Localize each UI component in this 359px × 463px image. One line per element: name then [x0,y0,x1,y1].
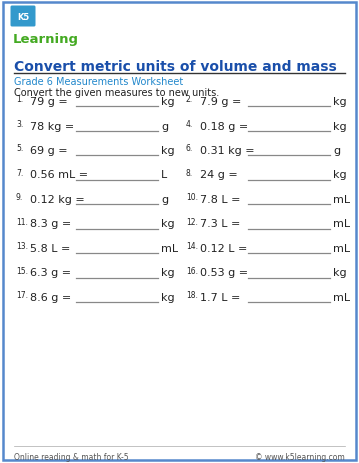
Text: 6.3 g =: 6.3 g = [30,268,71,278]
Text: 15.: 15. [16,266,28,275]
Text: mL: mL [333,194,350,205]
Text: 8.3 g =: 8.3 g = [30,219,71,229]
Text: mL: mL [333,244,350,253]
Text: Online reading & math for K-5: Online reading & math for K-5 [14,452,129,461]
Text: g: g [333,146,340,156]
Text: 1.7 L =: 1.7 L = [200,292,241,302]
FancyBboxPatch shape [3,3,356,460]
Text: 7.3 L =: 7.3 L = [200,219,241,229]
FancyBboxPatch shape [10,6,36,27]
Text: 5.8 L =: 5.8 L = [30,244,70,253]
Text: © www.k5learning.com: © www.k5learning.com [255,452,345,461]
Text: 13.: 13. [16,242,28,251]
Text: 8.: 8. [186,169,193,178]
Text: 17.: 17. [16,291,28,300]
Text: 16.: 16. [186,266,198,275]
Text: mL: mL [161,244,178,253]
Text: 6.: 6. [186,144,193,153]
Text: 69 g =: 69 g = [30,146,67,156]
Text: 2.: 2. [186,95,193,104]
Text: 7.9 g =: 7.9 g = [200,97,241,107]
Text: kg: kg [161,268,174,278]
Text: 5.: 5. [16,144,23,153]
Text: 79 g =: 79 g = [30,97,68,107]
Text: 8.6 g =: 8.6 g = [30,292,71,302]
Text: kg: kg [161,146,174,156]
Text: g: g [161,194,168,205]
Text: kg: kg [333,268,347,278]
Text: mL: mL [333,292,350,302]
Text: 0.18 g =: 0.18 g = [200,121,248,131]
Text: kg: kg [161,219,174,229]
Text: 9.: 9. [16,193,23,202]
Text: 78 kg =: 78 kg = [30,121,74,131]
Text: L: L [161,170,167,180]
Text: 0.12 L =: 0.12 L = [200,244,247,253]
Text: kg: kg [161,292,174,302]
Text: 0.53 g =: 0.53 g = [200,268,248,278]
Text: K5: K5 [17,13,29,21]
Text: 18.: 18. [186,291,198,300]
Text: Grade 6 Measurements Worksheet: Grade 6 Measurements Worksheet [14,77,183,87]
Text: 14.: 14. [186,242,198,251]
Text: mL: mL [333,219,350,229]
Text: 1.: 1. [16,95,23,104]
Text: 10.: 10. [186,193,198,202]
Text: kg: kg [333,97,347,107]
Text: 11.: 11. [16,218,28,226]
Text: 4.: 4. [186,120,193,129]
Text: kg: kg [161,97,174,107]
Text: Learning: Learning [13,33,79,46]
Text: 0.12 kg =: 0.12 kg = [30,194,85,205]
Text: 0.56 mL =: 0.56 mL = [30,170,88,180]
Text: 12.: 12. [186,218,198,226]
Text: 7.: 7. [16,169,23,178]
Text: 24 g =: 24 g = [200,170,238,180]
Text: kg: kg [333,121,347,131]
Text: Convert the given measures to new units.: Convert the given measures to new units. [14,88,219,98]
Text: 0.31 kg =: 0.31 kg = [200,146,255,156]
Text: kg: kg [333,170,347,180]
Text: g: g [161,121,168,131]
Text: 3.: 3. [16,120,23,129]
Text: Convert metric units of volume and mass: Convert metric units of volume and mass [14,60,337,74]
Text: 7.8 L =: 7.8 L = [200,194,241,205]
